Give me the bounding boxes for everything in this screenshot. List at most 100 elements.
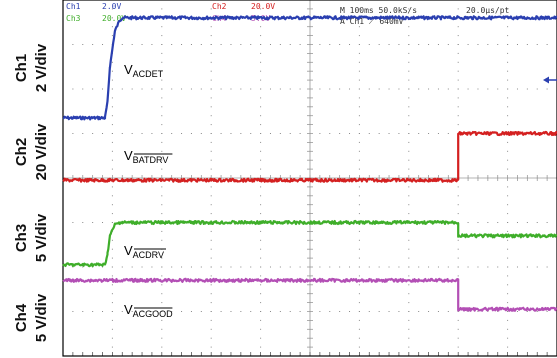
grid-dot [408, 248, 410, 250]
grid-dot [111, 248, 113, 250]
grid-dot [230, 88, 232, 90]
grid-dot [358, 195, 360, 197]
grid-dot [161, 26, 163, 28]
ch2-scale-label: 20 V/div [33, 123, 50, 180]
grid-dot [210, 26, 212, 28]
grid-dot [329, 44, 331, 45]
grid-dot [250, 133, 252, 134]
grid-dot [260, 124, 262, 126]
grid-dot [457, 35, 459, 37]
grid-dot [131, 311, 133, 312]
grid-dot [161, 239, 163, 241]
grid-dot [260, 195, 262, 197]
grid-dot [477, 222, 479, 223]
grid-dot [82, 222, 84, 223]
grid-dot [477, 266, 479, 268]
grid-dot [260, 26, 262, 28]
grid-dot [507, 337, 509, 339]
ch3-scale-label: 5 V/div [33, 213, 50, 262]
grid-dot [190, 266, 192, 268]
grid-dot [210, 248, 212, 250]
grid-dot [260, 186, 262, 188]
grid-dot [507, 44, 509, 45]
grid-dot [210, 133, 212, 134]
grid-dot [102, 311, 104, 312]
trigger-level-icon [543, 76, 557, 84]
grid-dot [260, 302, 262, 304]
grid-dot [111, 257, 113, 259]
grid-dot [210, 79, 212, 81]
grid-dot [161, 275, 163, 277]
grid-dot [516, 88, 518, 90]
grid-dot [408, 195, 410, 197]
grid-dot [507, 248, 509, 250]
grid-dot [269, 266, 271, 268]
grid-dot [358, 302, 360, 304]
grid-dot [358, 26, 360, 28]
grid-dot [161, 346, 163, 348]
grid-dot [161, 133, 163, 134]
grid-dot [437, 133, 439, 134]
grid-dot [408, 311, 410, 312]
grid-dot [210, 284, 212, 286]
grid-dot [507, 230, 509, 232]
grid-dot [260, 337, 262, 339]
grid-dot [457, 186, 459, 188]
grid-dot [111, 150, 113, 152]
ch3-header-name: Ch3 [66, 14, 81, 23]
grid-dot [250, 88, 252, 90]
grid-dot [358, 328, 360, 330]
grid-dot [457, 213, 459, 215]
grid-dot [457, 124, 459, 126]
grid-dot [526, 222, 528, 223]
grid-dot [82, 133, 84, 134]
ch2-label: Ch2 [13, 138, 30, 166]
grid-dot [507, 124, 509, 126]
grid-dot [260, 257, 262, 259]
grid-dot [418, 44, 420, 45]
grid-dot [220, 88, 222, 90]
grid-dot [457, 239, 459, 241]
grid-dot [161, 257, 163, 259]
ch2-header-name: Ch2 [212, 2, 227, 11]
grid-dot [507, 266, 509, 268]
grid-dot [507, 88, 509, 90]
grid-dot [111, 293, 113, 295]
grid-dot [210, 106, 212, 108]
grid-dot [161, 124, 163, 126]
grid-dot [358, 168, 360, 170]
grid-dot [536, 222, 538, 223]
grid-dot [240, 266, 242, 268]
grid-dot [190, 311, 192, 312]
timebase-readout: M 100ms 50.0kS/s [340, 6, 417, 15]
grid-dot [329, 133, 331, 134]
grid-dot [497, 44, 499, 45]
grid-dot [457, 248, 459, 250]
grid-dot [457, 328, 459, 330]
grid-dot [111, 141, 113, 143]
grid-dot [487, 44, 489, 45]
signal-label-batdrv: VBATDRV [124, 148, 168, 165]
grid-dot [507, 204, 509, 206]
grid-dot [339, 44, 341, 45]
grid-dot [507, 141, 509, 143]
grid-dot [240, 311, 242, 312]
grid-dot [358, 44, 360, 45]
grid-dot [428, 44, 430, 45]
grid-dot [447, 311, 449, 312]
grid-dot [171, 266, 173, 268]
grid-dot [220, 133, 222, 134]
grid-dot [398, 44, 400, 45]
ch3-label: Ch3 [13, 224, 30, 252]
grid-dot [487, 88, 489, 90]
grid-dot [210, 186, 212, 188]
grid-dot [220, 311, 222, 312]
grid-dot [447, 44, 449, 45]
grid-dot [240, 44, 242, 45]
grid-dot [408, 275, 410, 277]
grid-dot [111, 97, 113, 99]
grid-dot [358, 79, 360, 81]
grid-dot [507, 61, 509, 63]
grid-dot [260, 61, 262, 63]
grid-dot [111, 79, 113, 81]
